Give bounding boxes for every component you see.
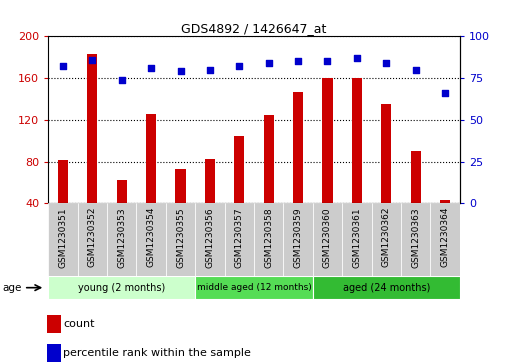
Text: GSM1230361: GSM1230361 — [353, 207, 361, 268]
Bar — [48, 203, 78, 276]
Point — [88, 57, 97, 62]
Bar — [175, 169, 185, 245]
Bar — [117, 180, 127, 245]
Bar — [195, 203, 225, 276]
Bar — [352, 78, 362, 245]
Bar — [342, 203, 371, 276]
Text: GSM1230351: GSM1230351 — [58, 207, 68, 268]
Bar — [107, 203, 137, 276]
Bar — [313, 276, 460, 299]
Point — [176, 69, 184, 74]
Bar — [78, 203, 107, 276]
Point — [324, 58, 332, 64]
Point — [265, 60, 273, 66]
Point — [411, 67, 420, 73]
Bar — [410, 151, 421, 245]
Bar — [58, 160, 68, 245]
Text: GSM1230353: GSM1230353 — [117, 207, 126, 268]
Text: GSM1230357: GSM1230357 — [235, 207, 244, 268]
Bar — [254, 203, 283, 276]
Bar — [87, 54, 98, 245]
Bar — [166, 203, 195, 276]
Title: GDS4892 / 1426647_at: GDS4892 / 1426647_at — [181, 22, 327, 35]
Bar — [146, 114, 156, 245]
Point — [382, 60, 390, 66]
Bar — [371, 203, 401, 276]
Bar — [313, 203, 342, 276]
Text: young (2 months): young (2 months) — [78, 283, 166, 293]
Point — [206, 67, 214, 73]
Text: aged (24 months): aged (24 months) — [342, 283, 430, 293]
Bar — [440, 200, 450, 245]
Text: GSM1230355: GSM1230355 — [176, 207, 185, 268]
Bar — [137, 203, 166, 276]
Bar — [234, 136, 244, 245]
Bar — [48, 276, 195, 299]
Text: GSM1230364: GSM1230364 — [440, 207, 450, 268]
Bar — [47, 315, 61, 333]
Point — [118, 77, 126, 83]
Bar — [47, 344, 61, 362]
Bar — [401, 203, 430, 276]
Bar — [293, 91, 303, 245]
Bar — [264, 115, 274, 245]
Text: GSM1230354: GSM1230354 — [147, 207, 155, 268]
Text: GSM1230362: GSM1230362 — [382, 207, 391, 268]
Bar — [283, 203, 313, 276]
Point — [294, 58, 302, 64]
Text: GSM1230360: GSM1230360 — [323, 207, 332, 268]
Point — [235, 64, 243, 69]
Point — [59, 64, 67, 69]
Text: middle aged (12 months): middle aged (12 months) — [197, 283, 311, 292]
Bar — [381, 104, 391, 245]
Bar — [430, 203, 460, 276]
Text: GSM1230358: GSM1230358 — [264, 207, 273, 268]
Bar — [205, 159, 215, 245]
Bar — [225, 203, 254, 276]
Text: count: count — [64, 319, 95, 329]
Text: GSM1230359: GSM1230359 — [294, 207, 303, 268]
Text: age: age — [3, 283, 22, 293]
Point — [441, 90, 449, 96]
Text: percentile rank within the sample: percentile rank within the sample — [64, 348, 251, 358]
Point — [353, 55, 361, 61]
Point — [147, 65, 155, 71]
Bar — [195, 276, 313, 299]
Bar — [323, 78, 333, 245]
Text: GSM1230352: GSM1230352 — [88, 207, 97, 268]
Text: GSM1230363: GSM1230363 — [411, 207, 420, 268]
Text: GSM1230356: GSM1230356 — [205, 207, 214, 268]
